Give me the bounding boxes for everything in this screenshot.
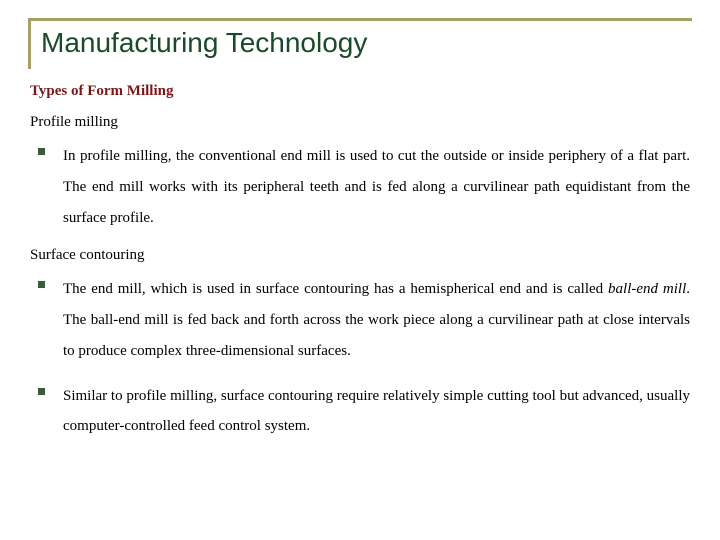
list-item: The end mill, which is used in surface c…: [38, 274, 690, 366]
list-item: Similar to profile milling, surface cont…: [38, 381, 690, 443]
square-bullet-icon: [38, 388, 45, 395]
section-heading-surface: Surface contouring: [30, 247, 692, 264]
square-bullet-icon: [38, 281, 45, 288]
list-item: In profile milling, the conventional end…: [38, 141, 690, 233]
bullet-text: The end mill, which is used in surface c…: [63, 274, 690, 366]
subtitle: Types of Form Milling: [30, 83, 692, 100]
page-title: Manufacturing Technology: [41, 27, 692, 59]
title-container: Manufacturing Technology: [28, 18, 692, 69]
bullet-text: Similar to profile milling, surface cont…: [63, 381, 690, 443]
square-bullet-icon: [38, 148, 45, 155]
bullet-text-italic: ball-end mill: [608, 281, 686, 297]
section-heading-profile: Profile milling: [30, 114, 692, 131]
bullet-text: In profile milling, the conventional end…: [63, 141, 690, 233]
bullet-text-pre: The end mill, which is used in surface c…: [63, 281, 608, 297]
